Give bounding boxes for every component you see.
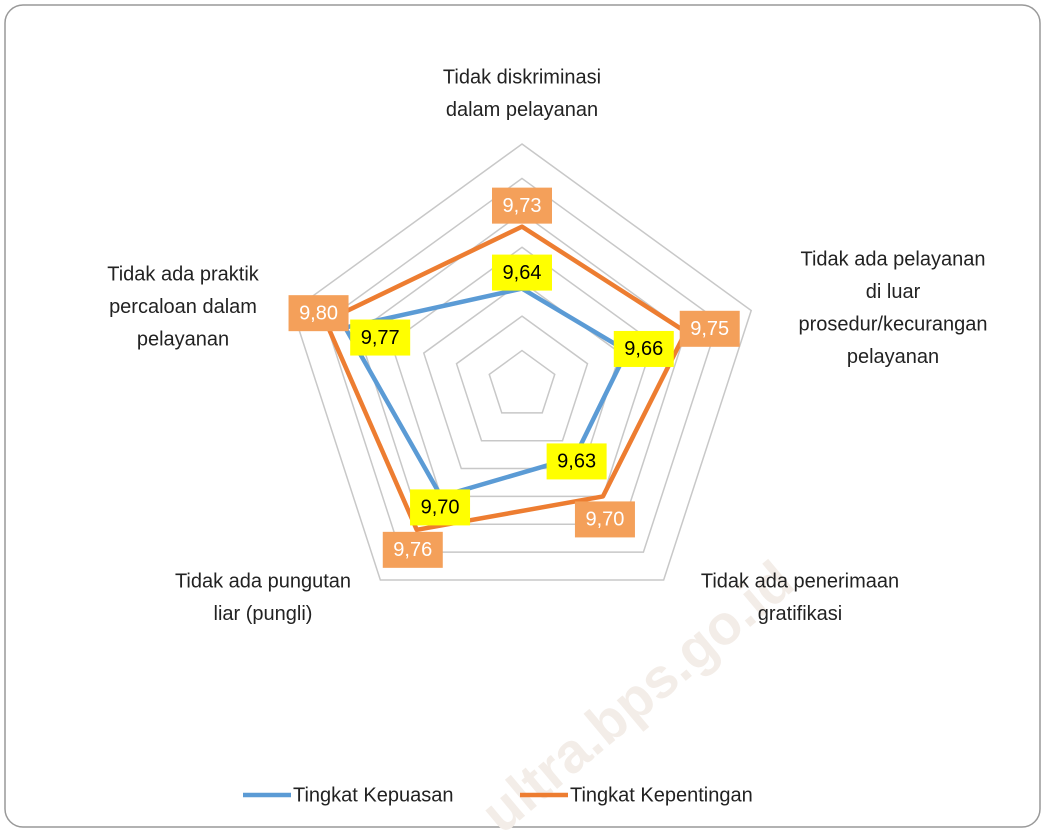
value-label: 9,76 xyxy=(393,539,432,561)
value-label-box xyxy=(288,295,349,332)
value-label: 9,75 xyxy=(690,318,729,340)
value-label-box xyxy=(574,501,635,538)
legend-label: Tingkat Kepuasan xyxy=(293,784,453,806)
value-label-box xyxy=(410,489,471,526)
value-label-box xyxy=(350,319,411,356)
category-label: Tidak ada praktik xyxy=(107,263,260,285)
category-label: di luar xyxy=(866,281,921,303)
category-label: Tidak diskriminasi xyxy=(443,66,601,88)
category-label: Tidak ada penerimaan xyxy=(701,570,899,592)
value-label-box xyxy=(546,443,607,480)
value-label-box xyxy=(382,531,443,568)
value-label: 9,77 xyxy=(361,327,400,349)
category-label: liar (pungli) xyxy=(214,603,313,625)
category-label: gratifikasi xyxy=(758,603,842,625)
value-label-box xyxy=(613,330,674,367)
grid-ring xyxy=(291,143,753,581)
value-label: 9,80 xyxy=(299,302,338,324)
chart-frame xyxy=(4,4,1041,828)
category-label: prosedur/kecurangan xyxy=(798,313,987,335)
grid-ring xyxy=(390,246,654,498)
legend-label: Tingkat Kepentingan xyxy=(570,784,753,806)
grid-ring xyxy=(488,349,556,414)
category-label: pelayanan xyxy=(137,328,229,350)
category-label: percaloan dalam xyxy=(109,296,257,318)
category-label: Tidak ada pungutan xyxy=(175,570,351,592)
category-label: dalam pelayanan xyxy=(446,99,598,121)
value-label-box xyxy=(492,187,552,224)
category-label: pelayanan xyxy=(847,346,939,368)
value-label-box xyxy=(492,254,552,291)
value-label: 9,63 xyxy=(557,451,596,473)
value-label: 9,70 xyxy=(585,509,624,531)
category-label: Tidak ada pelayanan xyxy=(801,248,986,270)
value-label: 9,73 xyxy=(503,195,542,217)
series-line xyxy=(323,224,688,533)
grid-ring xyxy=(422,280,622,470)
value-label: 9,66 xyxy=(624,338,663,360)
grid-ring xyxy=(455,315,589,442)
value-label-box xyxy=(679,310,740,347)
value-label: 9,70 xyxy=(421,497,460,519)
grid-ring xyxy=(324,177,720,553)
value-label: 9,64 xyxy=(503,262,542,284)
